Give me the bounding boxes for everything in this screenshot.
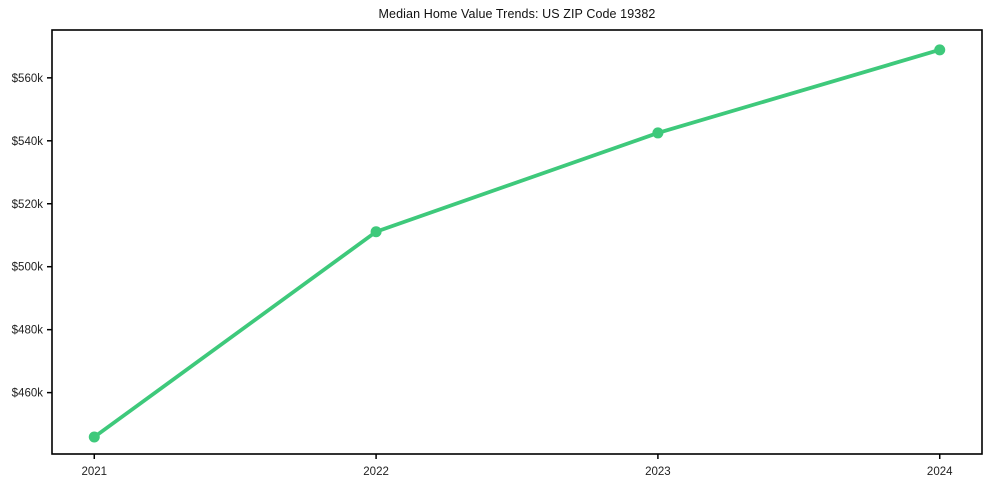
x-tick-label: 2021	[81, 466, 107, 478]
x-tick-label: 2024	[927, 466, 953, 478]
data-point-marker	[652, 127, 664, 139]
y-tick-label: $540k	[12, 136, 44, 148]
chart-title: Median Home Value Trends: US ZIP Code 19…	[378, 7, 656, 21]
y-tick-label: $480k	[12, 325, 44, 337]
x-tick-label: 2023	[645, 466, 671, 478]
y-tick-label: $560k	[12, 73, 44, 85]
y-tick-label: $460k	[12, 388, 44, 400]
y-tick-label: $520k	[12, 199, 44, 211]
data-point-marker	[934, 44, 946, 56]
y-tick-label: $500k	[12, 262, 44, 274]
data-point-marker	[370, 226, 382, 238]
x-tick-label: 2022	[363, 466, 389, 478]
data-point-marker	[88, 431, 100, 443]
trend-line	[92, 47, 942, 439]
plot-frame	[51, 29, 983, 455]
